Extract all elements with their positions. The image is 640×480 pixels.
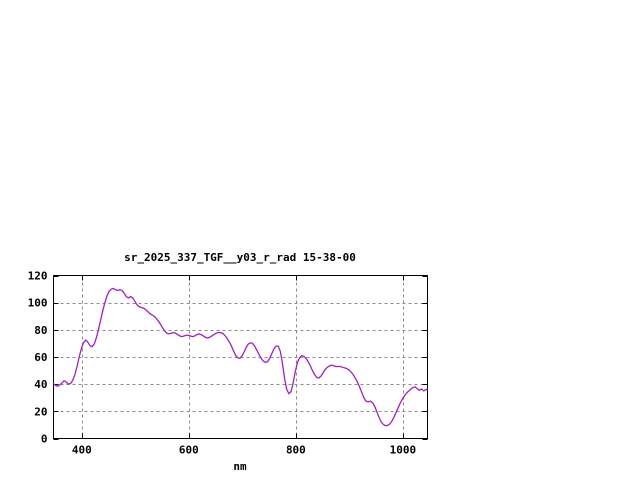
page-title: sr_2025_337_TGF__y03_r_rad 15-38-00 [124,251,356,264]
y-tick-label: 0 [41,433,48,446]
data-curve [52,287,429,427]
y-tick-label: 120 [28,270,48,283]
y-tick-label: 20 [34,405,47,418]
y-axis-tick-labels: 0 20 40 60 80 100 120 [28,270,48,446]
y-tick-label: 80 [34,324,47,337]
y-tick-label: 40 [34,378,47,391]
x-axis-tick-labels: 400 600 800 1000 [72,444,416,457]
data-curve-group [52,287,429,427]
x-tick-label: 400 [72,444,92,457]
x-tick-marks [81,275,405,439]
x-tick-label: 800 [286,444,306,457]
x-tick-label: 600 [179,444,199,457]
y-tick-label: 100 [28,297,48,310]
x-axis-title: nm [233,460,247,473]
y-tick-label: 60 [34,351,47,364]
x-tick-label: 1000 [390,444,417,457]
